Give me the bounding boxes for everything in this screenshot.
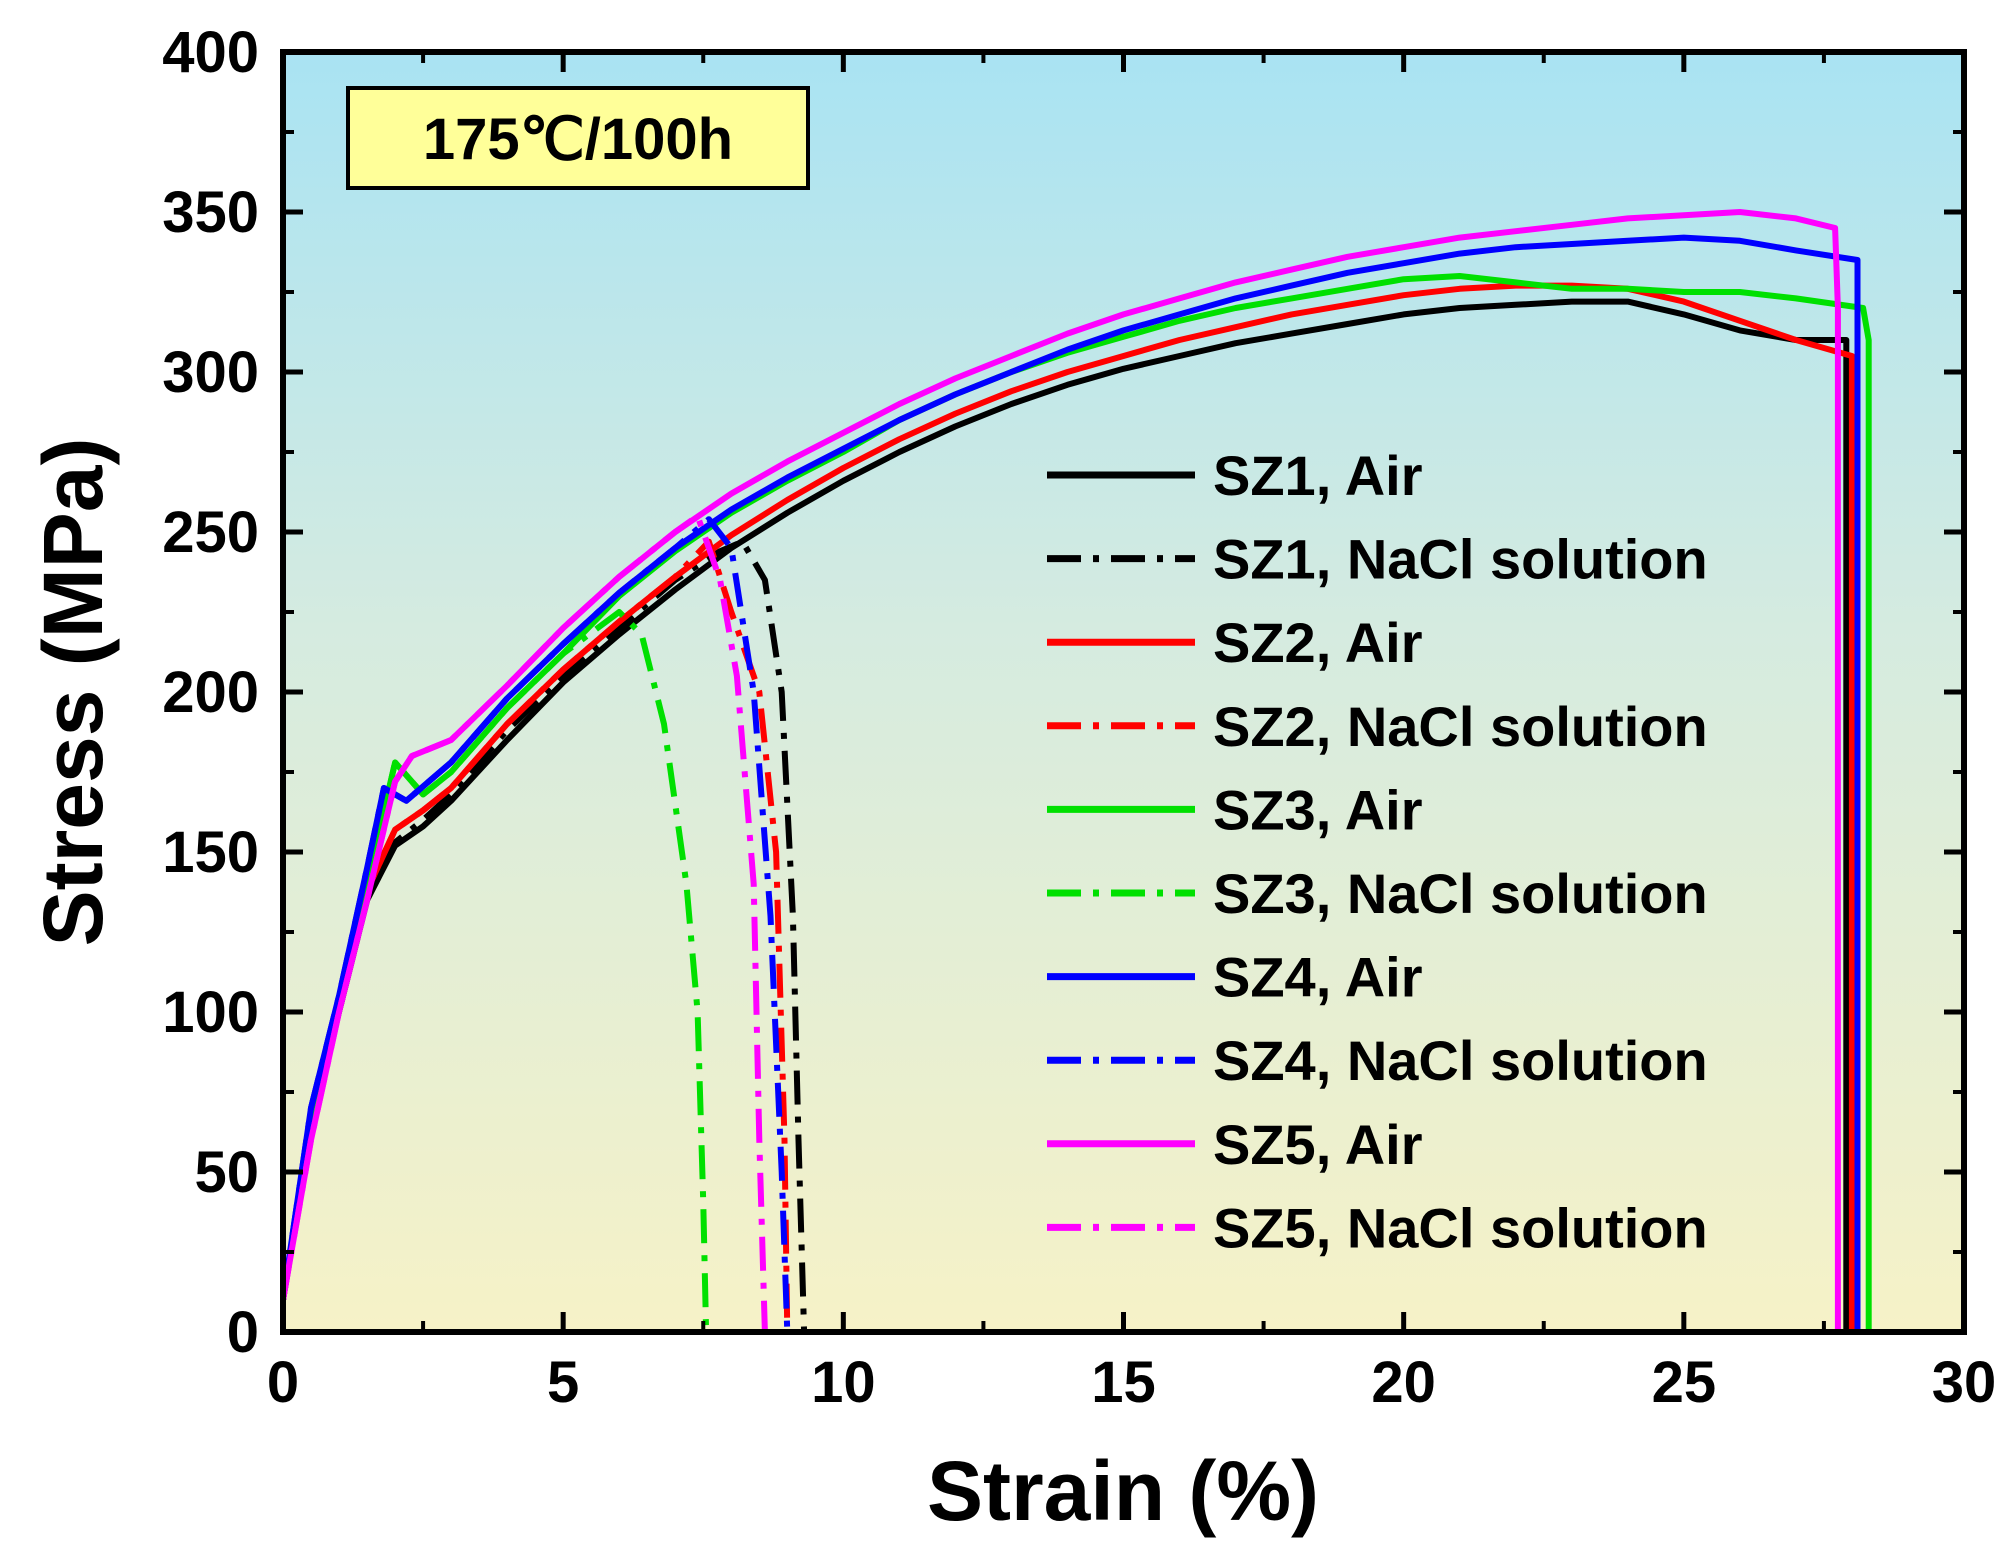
legend-label: SZ1, NaCl solution [1213, 528, 1708, 591]
y-tick-label: 300 [162, 340, 259, 405]
legend: SZ1, Air SZ1, NaCl solution SZ2, Air SZ2, N… [1047, 444, 1708, 1259]
y-tick-label: 350 [162, 180, 259, 245]
series-sz4-nacl-solution-line [283, 516, 791, 1332]
y-axis-title: Stress (MPa) [26, 438, 120, 947]
x-tick-label: 10 [811, 1350, 876, 1415]
series-sz2-nacl-solution-line [283, 538, 791, 1332]
x-tick-label: 25 [1652, 1350, 1717, 1415]
legend-label: SZ3, Air [1213, 778, 1423, 841]
y-tick-label: 200 [162, 660, 259, 725]
y-tick-label: 400 [162, 20, 259, 85]
series-sz5-nacl-solution-line [283, 513, 768, 1332]
series-sz4-air-line [283, 234, 1861, 1332]
x-tick-label: 30 [1932, 1350, 1997, 1415]
y-tick-label: 100 [162, 980, 259, 1045]
y-tick-label: 150 [162, 820, 259, 885]
y-tick-label: 50 [194, 1140, 259, 1205]
x-tick-label: 20 [1371, 1350, 1436, 1415]
plot-background [283, 52, 1964, 1332]
annotation-box: 175℃/100h [346, 86, 810, 190]
legend-label: SZ1, Air [1213, 444, 1423, 507]
legend-label: SZ3, NaCl solution [1213, 862, 1708, 925]
y-tick-label: 250 [162, 500, 259, 565]
legend-label: SZ4, NaCl solution [1213, 1029, 1708, 1092]
legend-label: SZ5, Air [1213, 1113, 1423, 1176]
x-axis-title: Strain (%) [927, 1444, 1319, 1538]
x-tick-label: 15 [1091, 1350, 1156, 1415]
legend-label: SZ4, Air [1213, 946, 1423, 1009]
x-tick-label: 0 [267, 1350, 299, 1415]
series-layer [283, 209, 1872, 1332]
x-tick-label: 5 [547, 1350, 579, 1415]
annotation-label: 175℃/100h [423, 107, 733, 172]
legend-label: SZ5, NaCl solution [1213, 1196, 1708, 1259]
legend-label: SZ2, Air [1213, 611, 1423, 674]
series-sz1-air-line [283, 298, 1850, 1332]
y-tick-label: 0 [227, 1300, 259, 1365]
series-sz3-nacl-solution-line [283, 609, 710, 1332]
legend-label: SZ2, NaCl solution [1213, 695, 1708, 758]
